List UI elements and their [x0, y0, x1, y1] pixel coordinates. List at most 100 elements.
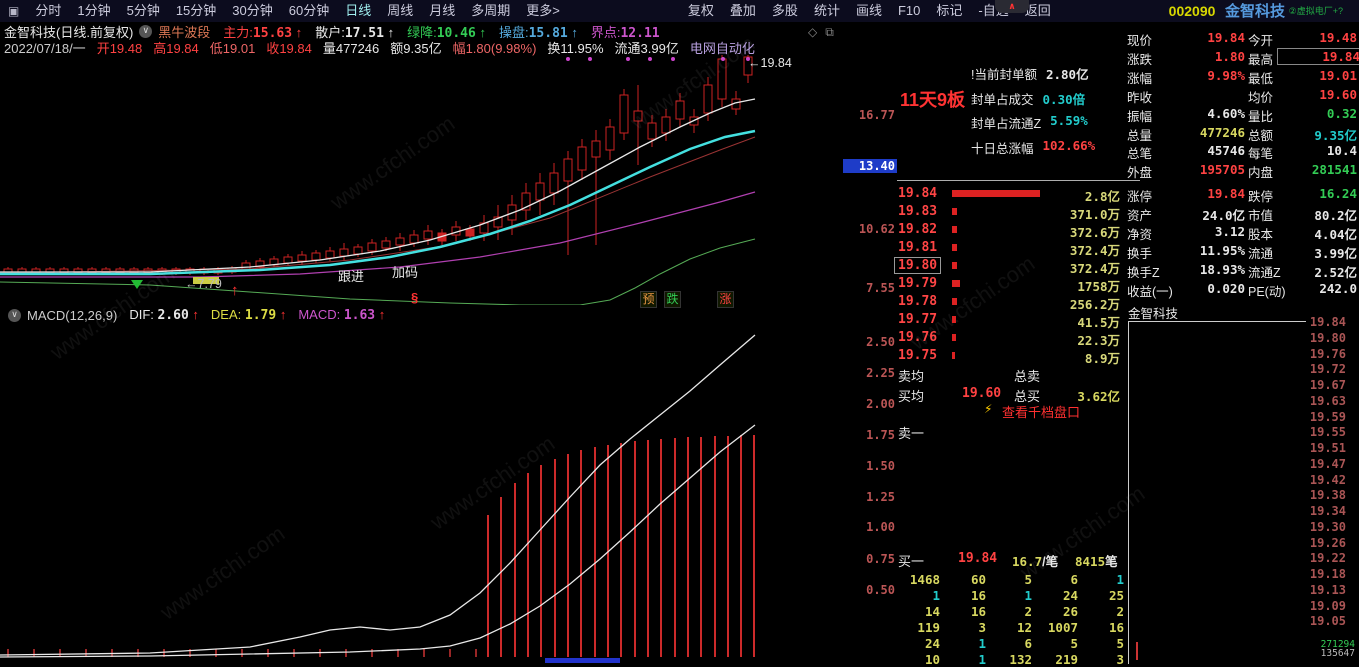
- menu-item-更多>[interactable]: 更多>: [526, 3, 560, 18]
- limit-up-streak: 11天9板: [900, 90, 966, 110]
- quote-value: 16.24: [1319, 186, 1357, 202]
- ladder-price: 19.59: [1309, 409, 1346, 424]
- collapse-indicator-icon[interactable]: ∨: [139, 24, 153, 38]
- trade-count-value: 8415笔: [1075, 554, 1118, 569]
- macd-chart[interactable]: [0, 325, 760, 664]
- order-book-price[interactable]: 19.78: [898, 294, 938, 309]
- callout-label: 十日总涨幅: [971, 142, 1034, 156]
- last-price-label: ←19.84: [748, 56, 792, 70]
- order-book-price[interactable]: 19.82: [898, 222, 938, 237]
- quote-label: 收益(一): [1127, 284, 1173, 299]
- menu-item-5分钟[interactable]: 5分钟: [126, 3, 160, 18]
- quote-value: 0.020: [1207, 280, 1245, 296]
- order-book-price[interactable]: 19.75: [898, 348, 938, 363]
- menu-item-15分钟[interactable]: 15分钟: [175, 3, 217, 18]
- ohlc-field: 开19.48: [96, 41, 143, 56]
- quote-value: 24.0亿: [1202, 208, 1245, 224]
- queue-cell: 6: [1024, 636, 1032, 651]
- queue-cell: 1: [978, 636, 986, 651]
- queue-cell: 6: [1070, 572, 1078, 587]
- collapse-indicator-icon[interactable]: ∨: [8, 308, 21, 322]
- ohlc-field: 幅1.80(9.98%): [452, 41, 537, 56]
- axis-label: 2.25: [866, 366, 895, 380]
- field-label: MACD:: [298, 307, 344, 322]
- indicator-field: 散户:17.51 ↑: [315, 22, 394, 41]
- axis-label: 1.75: [866, 428, 895, 442]
- queue-marker: [1136, 642, 1138, 660]
- menu-item-周线[interactable]: 周线: [387, 3, 414, 18]
- quote-label: 总量: [1127, 128, 1153, 143]
- quote-value: 9.35亿: [1314, 127, 1357, 143]
- order-book-volume: 22.3万: [1077, 333, 1120, 348]
- field-value: 15.81: [528, 25, 568, 41]
- candlestick-chart[interactable]: [0, 55, 760, 305]
- sell-avg-label: 卖均: [898, 369, 925, 384]
- order-book-price[interactable]: 19.81: [898, 240, 938, 255]
- stock-name: 金智科技: [1225, 3, 1286, 20]
- forecast-badge: 预: [640, 291, 657, 308]
- tool-item-叠加[interactable]: 叠加: [729, 3, 756, 18]
- mini-toolbar-icons[interactable]: ◇⧉: [808, 25, 842, 39]
- chart-title: 金智科技(日线.前复权): [4, 24, 134, 40]
- menu-item-分时[interactable]: 分时: [35, 3, 62, 18]
- divider-line: [897, 180, 1140, 181]
- quote-value: 3.12: [1214, 224, 1245, 239]
- ladder-price: 19.30: [1309, 519, 1346, 534]
- order-book-price[interactable]: 19.77: [898, 312, 938, 327]
- queue-cell: 14: [924, 604, 940, 619]
- field-label: DIF:: [129, 307, 158, 322]
- order-book-price[interactable]: 19.76: [898, 330, 938, 345]
- up-arrow-icon: ↑: [188, 307, 199, 322]
- quote-value: 19.84: [1277, 47, 1359, 65]
- sell1-label: 卖一: [898, 426, 925, 441]
- order-book-volume: 371.0万: [1069, 207, 1120, 222]
- quote-label: 市值: [1248, 209, 1274, 224]
- buy-signal-arrow-icon: ↑: [231, 282, 239, 299]
- axis-label: 2.50: [866, 335, 895, 349]
- up-arrow-icon: ↑: [276, 307, 287, 322]
- menu-item-60分钟[interactable]: 60分钟: [288, 3, 330, 18]
- macd-values: DIF: 2.60 ↑ DEA: 1.79 ↑ MACD: 1.63 ↑: [117, 307, 385, 323]
- ladder-price: 19.13: [1309, 582, 1346, 597]
- tool-item-F10[interactable]: F10: [897, 3, 921, 18]
- stock-concept-tag[interactable]: ②虚拟电厂+?: [1288, 6, 1343, 16]
- indicator-info-row: 金智科技(日线.前复权) ∨ 黑牛波段 主力:15.63 ↑ 散户:17.51 ↑…: [4, 22, 660, 41]
- field-label: DEA:: [210, 307, 245, 322]
- axis-label: 16.77: [858, 108, 895, 122]
- depth-bar: [952, 316, 956, 323]
- tool-item-标记[interactable]: 标记: [936, 3, 963, 18]
- order-book-price[interactable]: 19.80: [894, 257, 942, 274]
- buy-avg-label: 买均: [898, 389, 925, 404]
- order-book-price[interactable]: 19.79: [898, 276, 938, 291]
- window-icon[interactable]: ▣: [8, 4, 20, 18]
- quote-label: 总笔: [1127, 147, 1153, 162]
- up-arrow-icon: ↑: [383, 24, 395, 40]
- thousand-depth-link[interactable]: 查看千档盘口: [1002, 405, 1081, 420]
- callout-value: 102.66%: [1042, 138, 1096, 153]
- tool-item-复权[interactable]: 复权: [687, 3, 714, 18]
- tool-item-统计[interactable]: 统计: [813, 3, 840, 18]
- tool-item-多股[interactable]: 多股: [771, 3, 798, 18]
- queue-cell: 1: [978, 652, 986, 667]
- indicator-name[interactable]: 黑牛波段: [158, 24, 211, 40]
- queue-cell: 10: [924, 652, 940, 667]
- menu-item-月线[interactable]: 月线: [429, 3, 456, 18]
- ladder-price: 19.47: [1309, 456, 1346, 471]
- menu-item-30分钟[interactable]: 30分钟: [232, 3, 273, 18]
- quote-value: 11.95%: [1199, 242, 1245, 258]
- macd-name[interactable]: MACD(12,26,9): [27, 307, 118, 323]
- menu-item-1分钟[interactable]: 1分钟: [77, 3, 111, 18]
- order-book-price[interactable]: 19.83: [898, 204, 938, 219]
- menu-item-日线[interactable]: 日线: [345, 3, 372, 18]
- tool-item-画线[interactable]: 画线: [855, 3, 882, 18]
- chart-scrollbar[interactable]: [545, 658, 620, 663]
- quote-detail-panel: 现价 19.84 今开 19.48 涨跌 1.80 最高 19.84 涨幅 9.98% 最低 19.0…: [1125, 0, 1359, 664]
- tool-item-返回[interactable]: 返回: [1024, 3, 1051, 18]
- stock-code: 002090: [1168, 3, 1216, 19]
- quote-value: 242.0: [1319, 280, 1357, 296]
- collapse-panel-button[interactable]: ∧: [995, 0, 1029, 13]
- queue-cell: 5: [1070, 636, 1078, 651]
- menu-item-多周期[interactable]: 多周期: [471, 3, 511, 18]
- order-book-price[interactable]: 19.84: [898, 186, 938, 201]
- buy1-label: 买一: [898, 554, 925, 569]
